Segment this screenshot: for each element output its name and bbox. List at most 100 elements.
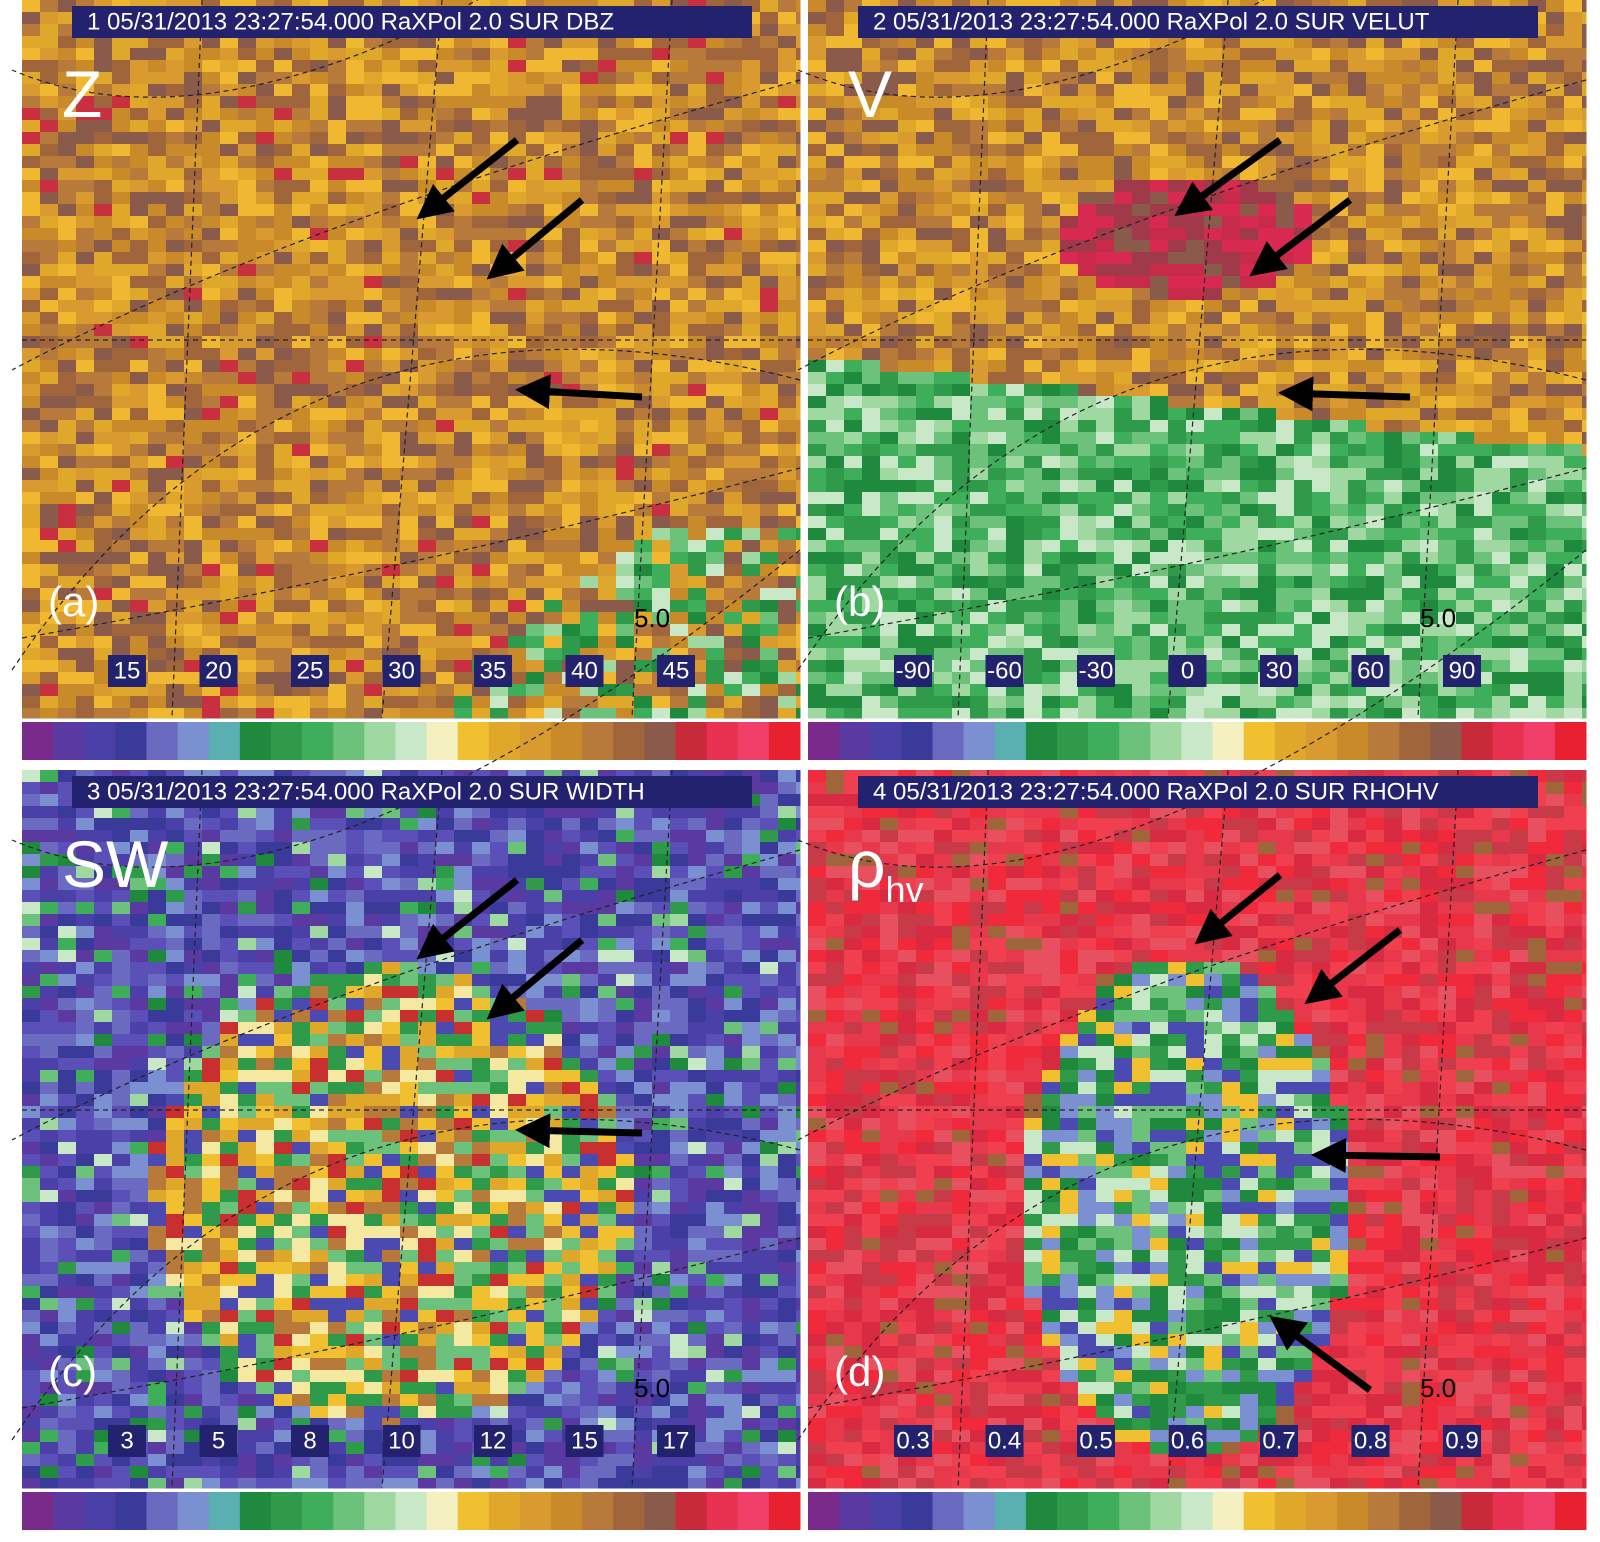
radar-gate (916, 312, 935, 325)
radar-gate (826, 600, 845, 613)
radar-gate (1510, 84, 1529, 97)
radar-gate (1168, 144, 1187, 157)
radar-gate (952, 48, 971, 61)
radar-gate (1474, 528, 1493, 541)
radar-gate (844, 492, 863, 505)
radar-gate (1060, 552, 1079, 565)
radar-gate (1222, 504, 1241, 517)
radar-gate (1060, 252, 1079, 265)
radar-gate (274, 312, 293, 325)
radar-gate (724, 120, 743, 133)
radar-gate (1114, 288, 1133, 301)
radar-gate (1384, 168, 1403, 181)
radar-gate (1222, 348, 1241, 361)
radar-gate (760, 288, 779, 301)
radar-gate (634, 72, 653, 85)
radar-gate (94, 108, 113, 121)
radar-gate (274, 72, 293, 85)
radar-gate (1402, 612, 1421, 625)
radar-gate (454, 216, 473, 229)
radar-gate (1294, 324, 1313, 337)
radar-gate (418, 684, 437, 697)
radar-gate (1258, 48, 1277, 61)
radar-gate (1528, 48, 1547, 61)
radar-gate (742, 372, 761, 385)
radar-gate (778, 228, 797, 241)
radar-gate (1024, 336, 1043, 349)
radar-gate (220, 252, 239, 265)
radar-gate (346, 660, 365, 673)
radar-gate (796, 600, 801, 613)
radar-gate (862, 204, 881, 217)
radar-gate (418, 480, 437, 493)
radar-gate (346, 396, 365, 409)
radar-gate (616, 324, 635, 337)
radar-gate (256, 216, 275, 229)
radar-gate (544, 684, 563, 697)
radar-gate (292, 216, 311, 229)
radar-gate (202, 324, 221, 337)
colorbar-cell (457, 722, 490, 760)
radar-gate (1384, 48, 1403, 61)
radar-gate (1042, 468, 1061, 481)
radar-gate (880, 492, 899, 505)
radar-gate (742, 108, 761, 121)
radar-gate (274, 228, 293, 241)
radar-gate (112, 48, 131, 61)
radar-gate (1312, 288, 1331, 301)
radar-gate (1420, 612, 1439, 625)
radar-gate (1204, 588, 1223, 601)
radar-gate (1132, 300, 1151, 313)
radar-gate (112, 36, 131, 49)
radar-gate (1294, 348, 1313, 361)
radar-gate (760, 432, 779, 445)
radar-gate (1150, 108, 1169, 121)
radar-gate (808, 384, 827, 397)
radar-gate (1042, 132, 1061, 145)
radar-gate (1528, 564, 1547, 577)
radar-gate (1492, 468, 1511, 481)
radar-gate (1096, 360, 1115, 373)
radar-gate (1096, 528, 1115, 541)
radar-gate (148, 432, 167, 445)
radar-gate (364, 180, 383, 193)
radar-gate (1528, 372, 1547, 385)
radar-gate (1294, 528, 1313, 541)
radar-gate (526, 168, 545, 181)
radar-gate (328, 324, 347, 337)
radar-gate (862, 420, 881, 433)
radar-gate (1474, 444, 1493, 457)
radar-gate (1528, 420, 1547, 433)
radar-gate (1312, 564, 1331, 577)
radar-gate (310, 156, 329, 169)
radar-gate (808, 276, 827, 289)
radar-gate (292, 144, 311, 157)
radar-gate (796, 504, 801, 517)
radar-gate (1474, 84, 1493, 97)
radar-gate (1438, 288, 1457, 301)
radar-gate (1528, 36, 1547, 49)
radar-gate (1420, 180, 1439, 193)
radar-gate (1384, 576, 1403, 589)
radar-gate (1132, 324, 1151, 337)
radar-gate (130, 408, 149, 421)
radar-gate (1078, 252, 1097, 265)
radar-gate (256, 696, 275, 709)
radar-gate (1078, 60, 1097, 73)
radar-gate (778, 612, 797, 625)
radar-gate (1366, 432, 1385, 445)
radar-gate (1258, 36, 1277, 49)
radar-gate (1078, 564, 1097, 577)
radar-gate (724, 504, 743, 517)
radar-gate (688, 444, 707, 457)
radar-gate (274, 396, 293, 409)
radar-gate (1276, 192, 1295, 205)
radar-gate (1042, 192, 1061, 205)
radar-gate (796, 372, 801, 385)
radar-gate (598, 96, 617, 109)
radar-gate (1348, 60, 1367, 73)
radar-gate (880, 204, 899, 217)
radar-gate (1582, 468, 1587, 481)
radar-gate (1024, 468, 1043, 481)
radar-gate (598, 204, 617, 217)
